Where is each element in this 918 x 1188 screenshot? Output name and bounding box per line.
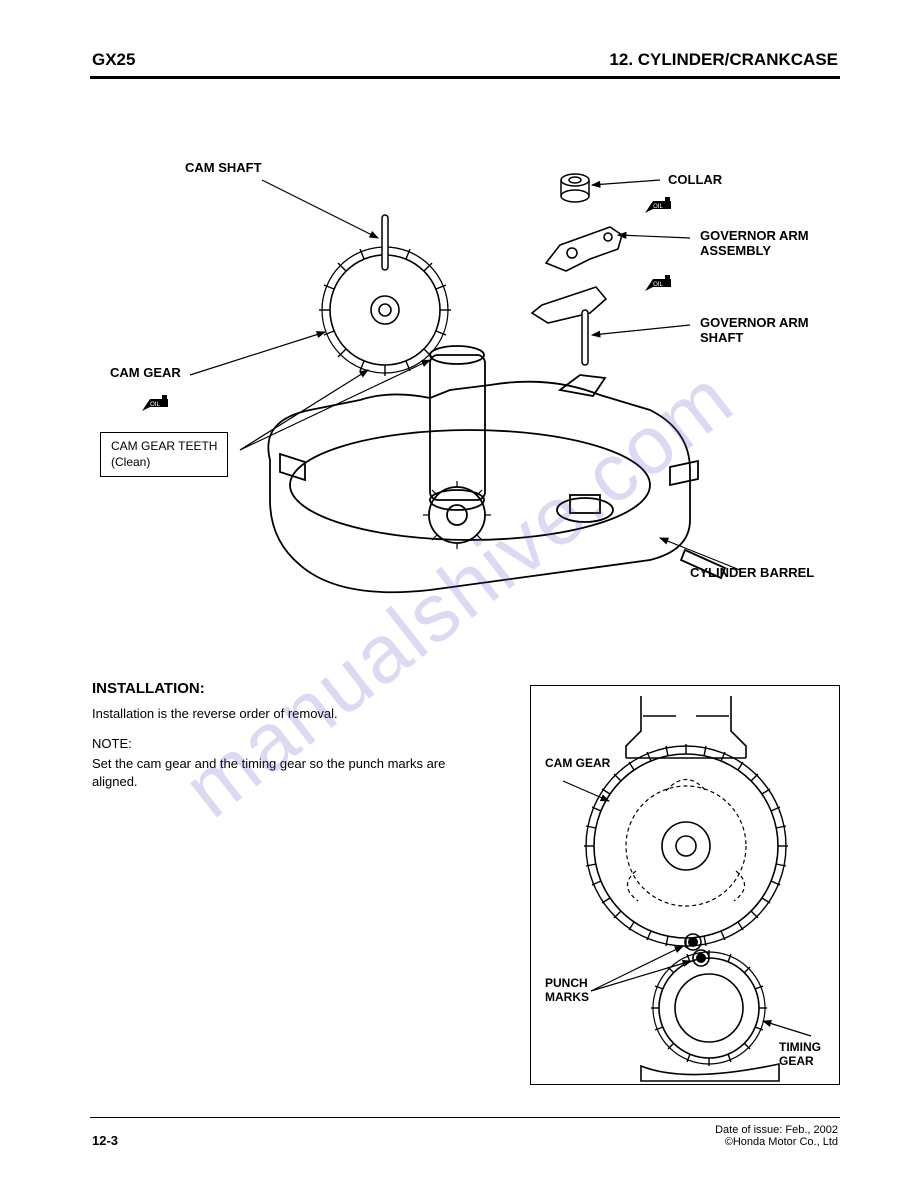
footer-date: Date of issue: Feb., 2002 ©Honda Motor C… [715, 1124, 838, 1148]
oil-flag-icon: OIL [643, 275, 673, 293]
header-model: GX25 [92, 50, 135, 70]
note-line2: (Clean) [111, 455, 150, 469]
label-cylinder-barrel: CYLINDER BARREL [690, 565, 814, 580]
oil-flag-icon: OIL [140, 395, 170, 413]
label-cam-gear: CAM GEAR [110, 365, 181, 380]
svg-text:OIL: OIL [653, 204, 663, 210]
label-governor-arm-assy: GOVERNOR ARM ASSEMBLY [700, 228, 809, 258]
label-cam-shaft: CAM SHAFT [185, 160, 262, 175]
oil-flag-icon: OIL [643, 197, 673, 215]
cam-gear-teeth-note: CAM GEAR TEETH (Clean) [100, 432, 228, 477]
exploded-diagram [130, 120, 810, 640]
section-heading: INSTALLATION: [92, 680, 205, 697]
page-root: GX25 12. CYLINDER/CRANKCASE [0, 0, 918, 1188]
svg-text:OIL: OIL [653, 282, 663, 288]
note-body: Set the cam gear and the timing gear so … [92, 755, 492, 790]
gear-mesh-diagram [531, 686, 841, 1086]
inset-label-punch-marks: PUNCH MARKS [545, 976, 589, 1004]
footer-page: 12-3 [92, 1133, 118, 1148]
section-intro: Installation is the reverse order of rem… [92, 705, 492, 723]
inset-diagram-box: CAM GEAR PUNCH MARKS TIMING GEAR [530, 685, 840, 1085]
svg-text:OIL: OIL [150, 402, 160, 408]
label-governor-arm-shaft: GOVERNOR ARM SHAFT [700, 315, 809, 345]
note-line1: CAM GEAR TEETH [111, 439, 217, 453]
note-label: NOTE: [92, 735, 492, 753]
label-collar: COLLAR [668, 172, 722, 187]
header-section: 12. CYLINDER/CRANKCASE [609, 50, 838, 70]
inset-label-timing-gear: TIMING GEAR [779, 1040, 821, 1068]
header-rule [90, 76, 840, 79]
footer-rule [90, 1117, 840, 1118]
inset-label-cam-gear: CAM GEAR [545, 756, 610, 770]
